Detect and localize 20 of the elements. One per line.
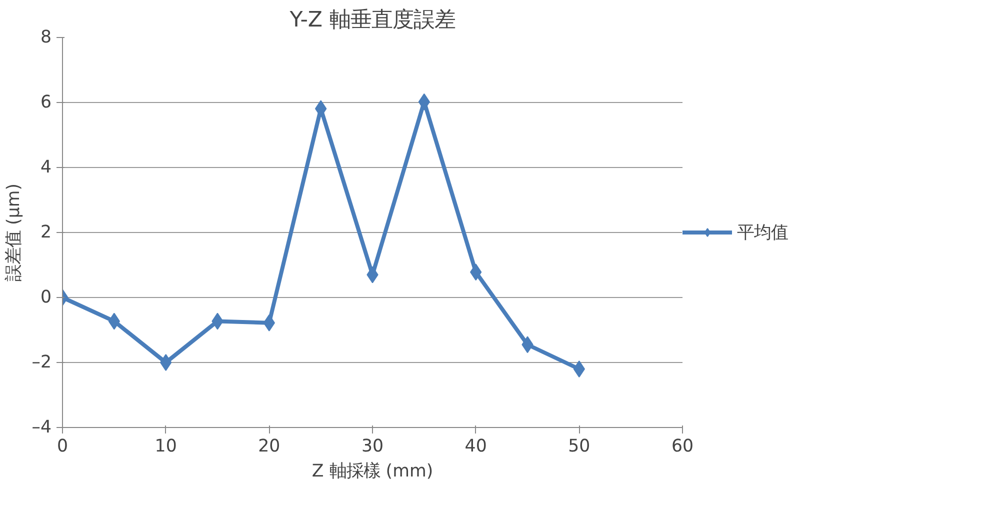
y-tick-label: 6 (40, 92, 52, 112)
y-tick-label: 2 (40, 222, 52, 242)
legend-label: 平均值 (737, 222, 788, 244)
x-axis-title: Z 軸採樣 (mm) (312, 462, 434, 482)
x-tick-label: 60 (671, 436, 694, 456)
y-tick-label: –2 (32, 352, 52, 372)
x-tick-label: 20 (258, 436, 280, 456)
x-tick-label: 10 (154, 436, 177, 456)
x-tick-label: 50 (568, 436, 590, 456)
y-tick-label: –4 (32, 418, 52, 438)
point (160, 354, 172, 371)
point (573, 360, 585, 378)
y-tick-label: 8 (40, 28, 52, 48)
y-tick-label: 4 (40, 158, 52, 178)
y-axis-title: 誤差值 (μm) (4, 184, 24, 282)
y-tick-label: 0 (40, 288, 52, 308)
x-tick-label: 40 (464, 436, 487, 456)
x-tick-label: 30 (361, 436, 384, 456)
x-tick-label: 0 (56, 436, 68, 456)
chart-title: Y-Z 軸垂直度誤差 (288, 8, 456, 32)
